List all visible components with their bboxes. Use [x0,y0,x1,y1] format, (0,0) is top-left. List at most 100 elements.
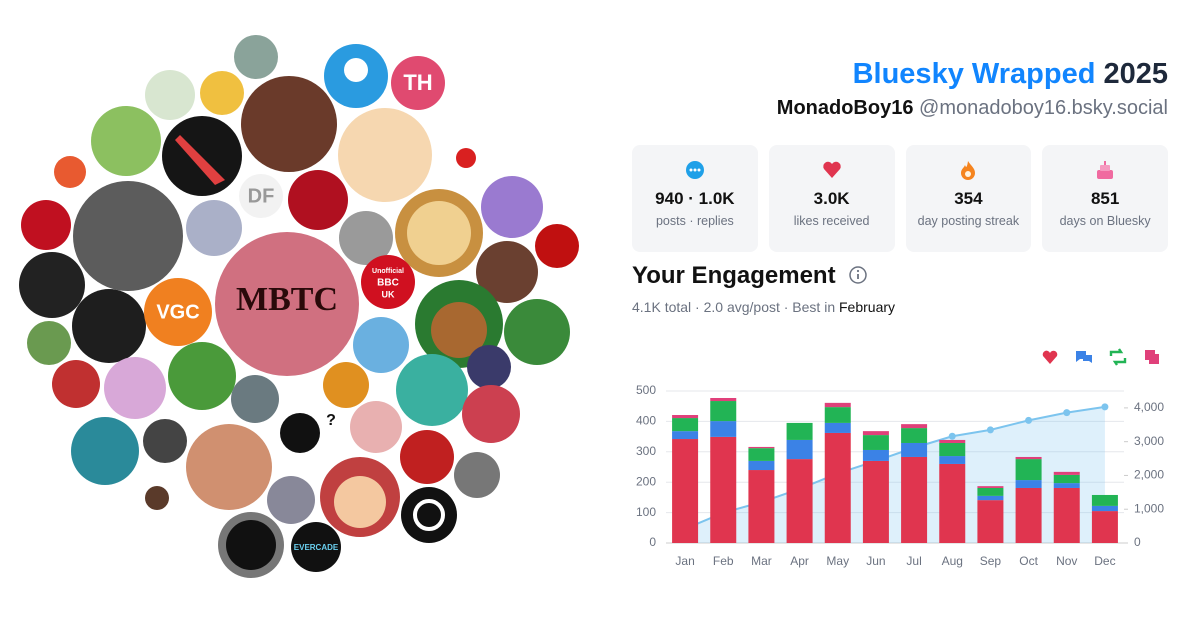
avatar[interactable] [144,278,212,346]
legend-icon [1042,350,1058,364]
bar-segment [786,439,813,460]
avatar-text: MBTC [236,281,338,318]
avatar[interactable] [54,156,86,188]
avatar[interactable] [168,342,236,410]
bar-segment [939,456,966,464]
handle: @monadoboy16.bsky.social [919,97,1168,119]
avatar[interactable] [186,200,242,256]
avatar[interactable] [338,108,432,202]
avatar-art [344,58,368,82]
bar-segment [824,432,851,543]
y2-tick-label: 0 [1134,535,1141,549]
avatar-art [413,499,445,531]
avatar-art [226,520,276,570]
stat-card: 354 day posting streak [905,145,1032,252]
stat-value: 851 [1090,189,1120,208]
avatar[interactable] [143,419,187,463]
avatar[interactable] [186,424,272,510]
bar-segment [710,436,737,543]
avatar[interactable] [454,452,500,498]
bar-segment [672,418,699,432]
avatar[interactable] [162,116,242,196]
bar-segment [977,487,1004,496]
avatar[interactable] [467,345,511,389]
line-point [796,485,804,493]
bar-segment [901,456,928,543]
info-icon[interactable] [848,265,868,285]
avatar[interactable] [234,35,278,79]
y-tick-label: 500 [636,383,656,397]
stat-value: 354 [954,189,983,208]
avatar[interactable] [350,401,402,453]
bar-segment [1015,487,1042,543]
avatar[interactable] [391,56,445,110]
avatar-art [431,302,487,358]
avatar[interactable] [476,241,538,303]
best-month: February [839,299,896,315]
avatar[interactable] [231,375,279,423]
bar-segment [901,442,928,457]
avatar[interactable] [401,487,457,543]
bar-segment [862,460,889,543]
x-tick-label: Jun [866,554,885,568]
line-point [1063,409,1071,417]
bar-segment [977,500,1004,543]
title: Bluesky Wrapped 2025 [777,58,1168,91]
bar-segment [710,397,737,402]
avatar[interactable] [339,211,393,265]
bar-segment [672,439,699,543]
avatar[interactable] [481,176,543,238]
avatar[interactable] [72,289,146,363]
avatar[interactable] [71,417,139,485]
bar-segment [977,486,1004,488]
avatar[interactable] [73,181,183,291]
avatar[interactable] [361,255,415,309]
bar-segment [710,401,737,422]
avatar[interactable] [353,317,409,373]
avatar[interactable] [396,354,468,426]
x-tick-label: Dec [1094,554,1115,568]
stat-label: posts · replies [655,214,734,228]
avatar[interactable] [504,299,570,365]
bar-segment [939,463,966,543]
avatar[interactable] [400,430,454,484]
avatar[interactable] [267,476,315,524]
avatar-art [280,413,320,453]
avatar[interactable] [27,321,71,365]
y-tick-label: 0 [649,535,656,549]
avatar[interactable] [145,70,195,120]
bar-segment [862,431,889,436]
avatar[interactable] [241,76,337,172]
avatar[interactable] [19,252,85,318]
avatar-text: DF [248,185,275,207]
y-tick-label: 400 [636,414,656,428]
line-point [948,432,956,440]
avatar[interactable] [52,360,100,408]
bar-segment [939,442,966,457]
avatar[interactable] [215,232,359,376]
x-tick-label: Jan [675,554,694,568]
avatar[interactable] [104,357,166,419]
legend-icon [1145,350,1159,364]
avatar[interactable] [323,362,369,408]
bar-segment [786,459,813,543]
summary-text: 4.1K total · 2.0 avg/post · Best in [632,299,836,315]
avatar[interactable] [462,385,520,443]
y-tick-label: 100 [636,505,656,519]
bar-segment [1015,456,1042,460]
avatar[interactable] [535,224,579,268]
bar-segment [748,446,775,449]
avatar[interactable] [239,174,283,218]
bar-segment [901,424,928,429]
avatar[interactable] [288,170,348,230]
bar-segment [672,431,699,440]
title-year: 2025 [1103,58,1168,90]
bar-segment [1053,483,1080,488]
avatar-text: Unofficial [372,268,404,275]
avatar[interactable] [21,200,71,250]
avatar[interactable] [200,71,244,115]
avatar[interactable] [291,522,341,572]
stat-label: days on Bluesky [1059,214,1151,228]
avatar[interactable] [91,106,161,176]
avatar-art [175,135,225,185]
